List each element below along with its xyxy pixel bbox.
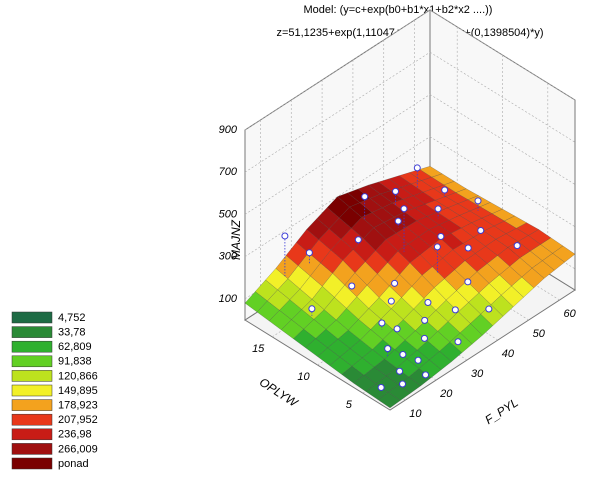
legend-swatch bbox=[11, 413, 53, 426]
legend-swatch bbox=[11, 370, 53, 382]
data-point bbox=[464, 278, 472, 286]
legend-swatch bbox=[11, 340, 53, 353]
data-point bbox=[305, 249, 313, 257]
z-tick-label: 700 bbox=[219, 166, 238, 178]
data-point bbox=[308, 305, 316, 313]
legend-label: 266,009 bbox=[58, 443, 98, 455]
legend-swatch bbox=[11, 326, 53, 338]
data-point bbox=[387, 297, 395, 305]
data-point bbox=[399, 350, 407, 358]
y-axis-label: F_PYL bbox=[482, 395, 520, 427]
x-tick-label: 10 bbox=[297, 371, 310, 383]
data-point bbox=[454, 338, 462, 346]
y-tick-label: 20 bbox=[439, 388, 453, 400]
legend-label: 236,98 bbox=[58, 429, 92, 441]
legend-swatch bbox=[11, 443, 53, 455]
data-point bbox=[393, 325, 401, 333]
legend-label: 4,752 bbox=[58, 312, 86, 324]
data-point bbox=[378, 319, 386, 327]
legend-label: 149,895 bbox=[58, 385, 98, 397]
legend-label: 207,952 bbox=[58, 414, 98, 426]
data-point bbox=[354, 236, 362, 244]
legend-label: 91,838 bbox=[58, 356, 92, 368]
surface-cell bbox=[528, 229, 552, 245]
y-tick-label: 60 bbox=[563, 308, 576, 320]
data-point bbox=[377, 383, 385, 391]
x-axis-label: OPLYW bbox=[257, 375, 301, 411]
legend-swatch bbox=[11, 428, 53, 441]
data-point bbox=[437, 232, 445, 240]
legend-label: 178,923 bbox=[58, 400, 98, 412]
y-tick-label: 40 bbox=[502, 348, 515, 360]
legend-label: 33,78 bbox=[58, 327, 86, 339]
surface-cell bbox=[455, 188, 479, 200]
data-point bbox=[400, 205, 408, 213]
data-point bbox=[391, 279, 399, 287]
data-point bbox=[414, 356, 422, 364]
y-tick-label: 50 bbox=[533, 328, 546, 340]
data-point bbox=[513, 242, 521, 250]
legend-swatch bbox=[11, 399, 53, 411]
grid-line bbox=[429, 136, 576, 227]
data-point bbox=[396, 367, 404, 375]
data-point bbox=[394, 217, 402, 225]
data-point bbox=[464, 244, 472, 252]
z-tick-label: 300 bbox=[219, 251, 238, 263]
legend-label: ponad bbox=[58, 458, 89, 470]
data-point bbox=[451, 306, 459, 314]
data-point bbox=[399, 380, 407, 388]
z-tick-label: 100 bbox=[219, 293, 238, 305]
x-tick-label: 5 bbox=[346, 399, 353, 411]
data-point bbox=[361, 193, 369, 201]
y-tick-label: 10 bbox=[409, 408, 422, 420]
legend-label: 62,809 bbox=[58, 341, 92, 353]
data-point bbox=[422, 371, 430, 379]
z-tick-label: 500 bbox=[219, 208, 238, 220]
grid-line bbox=[244, 94, 431, 215]
data-point bbox=[485, 305, 493, 313]
chart-title: Model: (y=c+exp(b0+b1*x1+b2*x2 ....)) bbox=[304, 4, 493, 16]
y-tick-label: 30 bbox=[471, 368, 484, 380]
data-point bbox=[384, 345, 392, 353]
data-point bbox=[433, 243, 441, 251]
data-point bbox=[434, 205, 442, 213]
legend-swatch bbox=[11, 311, 53, 324]
data-point bbox=[477, 227, 485, 235]
x-tick-label: 15 bbox=[252, 343, 265, 355]
grid-line bbox=[244, 51, 431, 173]
z-axis-label: MAJNZ bbox=[229, 219, 243, 260]
legend-swatch bbox=[11, 457, 53, 470]
data-point bbox=[348, 282, 356, 290]
data-point bbox=[474, 197, 482, 205]
grid-line bbox=[244, 9, 431, 131]
data-point bbox=[441, 186, 449, 194]
surface-cell bbox=[491, 208, 516, 222]
grid-line bbox=[429, 51, 576, 143]
z-tick-label: 900 bbox=[219, 124, 238, 136]
legend-swatch bbox=[11, 384, 53, 397]
data-point bbox=[424, 299, 432, 307]
data-point bbox=[392, 187, 400, 195]
legend-swatch bbox=[11, 355, 53, 368]
grid-line bbox=[244, 136, 431, 257]
data-point bbox=[420, 334, 428, 342]
legend-label: 120,866 bbox=[58, 370, 98, 382]
data-point bbox=[281, 232, 289, 240]
surface-cell bbox=[419, 166, 443, 178]
data-point bbox=[421, 316, 429, 324]
data-point bbox=[413, 164, 421, 172]
